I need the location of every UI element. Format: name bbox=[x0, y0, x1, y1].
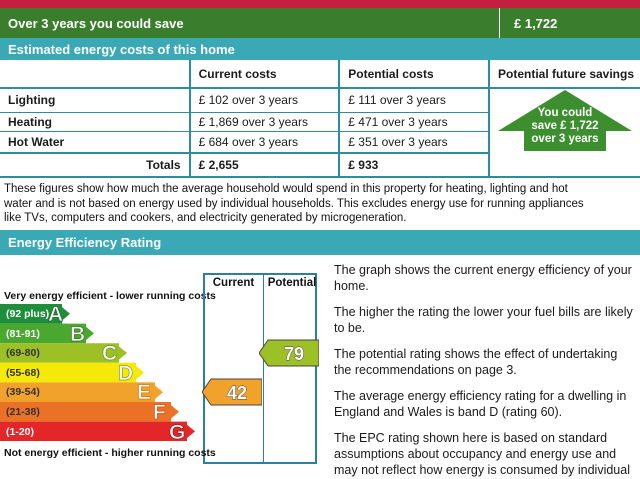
svg-text:79: 79 bbox=[284, 344, 304, 364]
svg-text:42: 42 bbox=[227, 383, 247, 403]
